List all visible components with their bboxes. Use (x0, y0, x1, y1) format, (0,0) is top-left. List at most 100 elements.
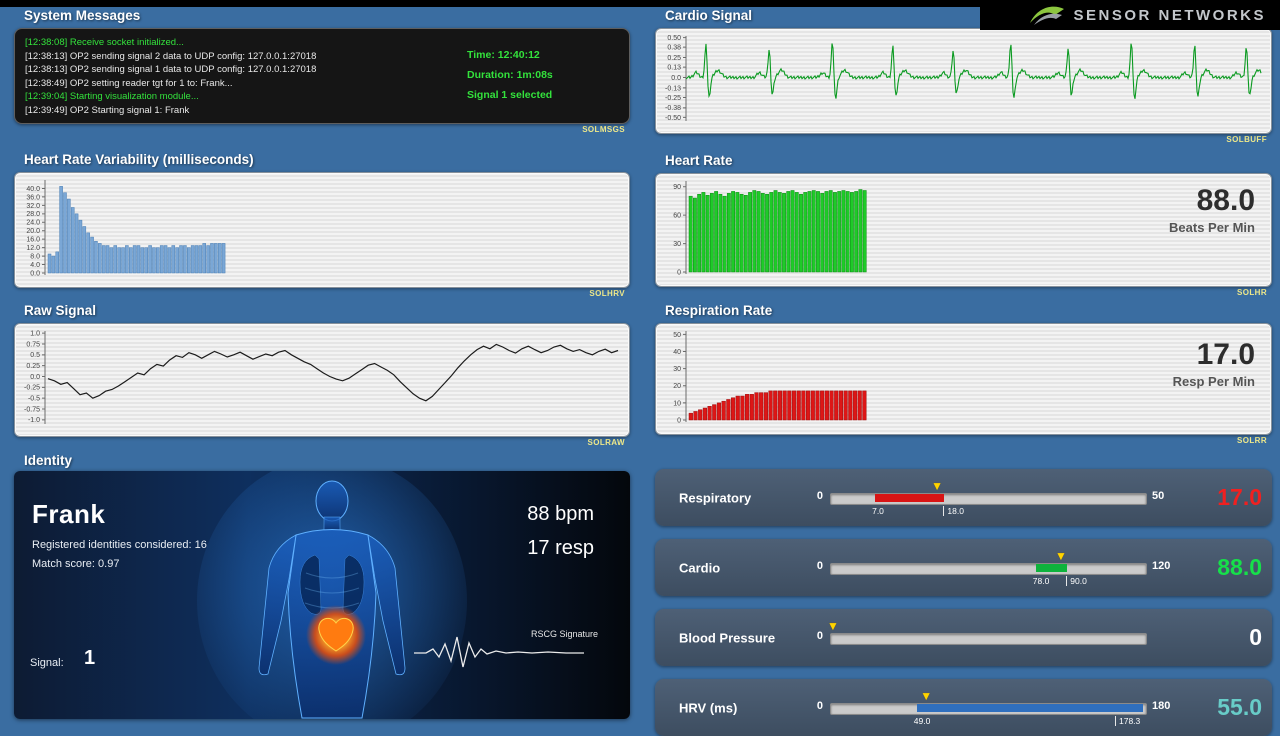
right-column: Cardio Signal 0.50 0.38 0.25 0.13 0.0 -0.13 -0… (655, 0, 1272, 736)
top-black-strip (0, 0, 1280, 7)
respiration-chart-panel: 50 40 30 20 10 0 17.0 Resp Per Min (655, 323, 1272, 435)
log-line: [12:39:04] Starting visualization module… (25, 91, 199, 102)
gauge-min-label: 0 (816, 700, 823, 712)
log-line: [12:38:13] OP2 sending signal 2 data to … (25, 50, 317, 62)
gauge-track[interactable] (830, 563, 1147, 575)
gauge-max-label: 120 (1152, 560, 1171, 572)
svg-text:0.0: 0.0 (30, 374, 40, 381)
svg-text:0.0: 0.0 (671, 75, 681, 82)
svg-text:-0.13: -0.13 (665, 85, 681, 92)
svg-text:0.13: 0.13 (667, 65, 681, 72)
gauge-range-start-label: 7.0 (872, 506, 884, 516)
svg-text:24.0: 24.0 (26, 220, 40, 227)
svg-text:0.38: 0.38 (667, 45, 681, 52)
svg-text:36.0: 36.0 (26, 194, 40, 201)
identity-resp: 17 resp (527, 537, 594, 559)
console-info: Time: 12:40:12 Duration: 1m:08s Signal 1 s… (467, 45, 553, 105)
gauge-value: 55.0 (1217, 694, 1262, 720)
heart-rate-unit: Beats Per Min (1169, 220, 1255, 235)
svg-text:-0.25: -0.25 (665, 95, 681, 102)
gauge-value: 88.0 (1217, 554, 1262, 580)
gauge-track[interactable] (830, 493, 1147, 505)
svg-text:-1.0: -1.0 (28, 417, 40, 424)
raw-signal-chart-panel: 1.0 0.75 0.5 0.25 0.0 -0.25 -0.5 -0.75 -1.0 (14, 323, 630, 437)
svg-text:1.0: 1.0 (30, 331, 40, 338)
svg-text:20: 20 (673, 383, 681, 390)
svg-text:10: 10 (673, 400, 681, 407)
identity-signal-label: Signal: (30, 657, 64, 669)
gauge-marker[interactable] (826, 620, 840, 632)
gauge-blood-pressure: Blood Pressure 0 0 (655, 609, 1272, 666)
cardio-ecg-chart: 0.50 0.38 0.25 0.13 0.0 -0.13 -0.25 -0.38 -0.50 (665, 35, 1262, 122)
raw-signal-title: Raw Signal (24, 303, 97, 318)
body-figure (258, 480, 406, 719)
gauge-label: Blood Pressure (679, 630, 776, 645)
panel-tag: SOLMSGS (582, 125, 625, 134)
console-info-line: Duration: 1m:08s (467, 69, 553, 81)
svg-text:4.0: 4.0 (30, 262, 40, 269)
gauge-min-label: 0 (816, 630, 823, 642)
svg-text:-0.50: -0.50 (665, 115, 681, 122)
logo-text: SENSOR NETWORKS (1073, 6, 1266, 24)
identity-signal-value: 1 (84, 647, 96, 669)
gauge-track[interactable] (830, 703, 1147, 715)
svg-text:0.25: 0.25 (667, 55, 681, 62)
logo-swoosh-icon (1030, 6, 1065, 25)
svg-text:0: 0 (677, 417, 681, 424)
svg-text:-0.25: -0.25 (24, 385, 40, 392)
identity-match-score: Match score: 0.97 (32, 558, 120, 570)
gauge-range-segment (875, 494, 945, 502)
gauge-label: Respiratory (679, 490, 752, 505)
hrv-bar-chart: 40.036.0 32.028.0 24.020.0 16.012.08.0 4.00.… (26, 180, 226, 277)
brand-logo: SENSOR NETWORKS (980, 0, 1280, 30)
log-line: [12:38:13] OP2 sending signal 1 data to … (25, 64, 317, 75)
svg-text:40: 40 (673, 349, 681, 356)
svg-text:8.0: 8.0 (30, 253, 40, 260)
cardio-signal-title: Cardio Signal (665, 8, 753, 23)
svg-text:0.50: 0.50 (667, 35, 681, 42)
panel-tag: SOLRR (1237, 436, 1267, 445)
identity-panel: Frank Registered identities considered: … (14, 471, 630, 719)
svg-text:-0.75: -0.75 (24, 406, 40, 413)
panel-tag: SOLBUFF (1226, 135, 1267, 144)
gauge-value: 17.0 (1217, 484, 1262, 510)
gauge-marker[interactable] (930, 480, 944, 492)
identity-body-image (14, 471, 630, 719)
log-line: [12:38:08] Receive socket initialized... (25, 37, 184, 48)
gauge-range-segment (1035, 564, 1068, 572)
gauge-cardio: Cardio 0 78.0 90.0 120 88.0 (655, 539, 1272, 596)
identity-title: Identity (24, 453, 73, 468)
gauge-marker[interactable] (1054, 550, 1068, 562)
svg-text:16.0: 16.0 (26, 237, 40, 244)
svg-text:30: 30 (673, 366, 681, 373)
gauge-marker[interactable] (919, 690, 933, 702)
svg-text:20.0: 20.0 (26, 228, 40, 235)
svg-text:-0.5: -0.5 (28, 396, 40, 403)
panel-tag: SOLHR (1237, 288, 1267, 297)
svg-text:0.5: 0.5 (30, 352, 40, 359)
raw-signal-line-chart: 1.0 0.75 0.5 0.25 0.0 -0.25 -0.5 -0.75 -1.0 (24, 331, 619, 424)
svg-text:0.25: 0.25 (26, 363, 40, 370)
panel-tag: SOLHRV (589, 289, 625, 298)
panel-tag: SOLRAW (587, 438, 625, 447)
identity-bpm: 88 bpm (527, 503, 594, 525)
svg-text:-0.38: -0.38 (665, 105, 681, 112)
svg-text:32.0: 32.0 (26, 203, 40, 210)
svg-text:0: 0 (677, 269, 681, 276)
gauge-min-label: 0 (816, 560, 823, 572)
gauge-respiratory: Respiratory 0 7.0 18.0 50 17.0 (655, 469, 1272, 526)
system-messages-title: System Messages (24, 8, 141, 23)
gauge-range-start-label: 49.0 (913, 716, 931, 726)
log-line: [12:39:49] OP2 Starting signal 1: Frank (25, 104, 190, 116)
gauge-range-end-label: 178.3 (1115, 716, 1140, 726)
gauge-range-end-label: 90.0 (1066, 576, 1087, 586)
svg-text:28.0: 28.0 (26, 211, 40, 218)
hrv-title: Heart Rate Variability (milliseconds) (24, 152, 254, 167)
gauge-max-label: 50 (1152, 490, 1165, 502)
gauge-hrv: HRV (ms) 0 49.0 178.3 180 55.0 (655, 679, 1272, 736)
svg-text:40.0: 40.0 (26, 186, 40, 193)
rscg-signature-label: RSCG Signature (530, 629, 598, 639)
system-messages-console[interactable]: [12:38:08] Receive socket initialized...… (14, 28, 630, 124)
svg-text:0.75: 0.75 (26, 341, 40, 348)
gauge-track[interactable] (830, 633, 1147, 645)
